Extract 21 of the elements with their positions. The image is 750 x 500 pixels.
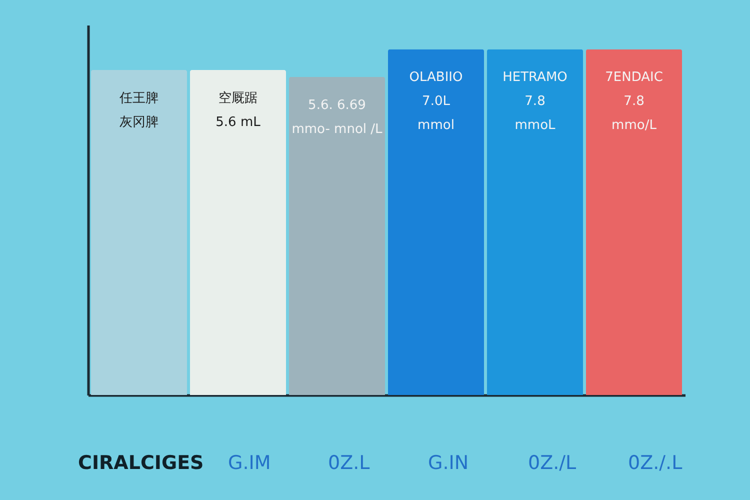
annotation: mmo/L bbox=[612, 118, 658, 134]
text: G.IN bbox=[428, 452, 469, 474]
text: 0Z./L bbox=[528, 452, 577, 474]
annotation: 空厩踞 bbox=[218, 90, 258, 106]
annotation: 7.8 bbox=[524, 94, 546, 110]
annotation: OLABIIO bbox=[409, 70, 463, 86]
text: 0Z.L bbox=[328, 452, 370, 474]
annotation: mmol bbox=[418, 118, 454, 134]
annotation: 7.8 bbox=[624, 94, 644, 110]
annotation: 5.6. 6.69 bbox=[308, 98, 366, 113]
annotation: 灰冈脾 bbox=[119, 114, 158, 130]
annotation: 任王脾 bbox=[118, 90, 158, 106]
annotation: HETRAMO bbox=[502, 70, 568, 86]
text: 0Z./.L bbox=[628, 452, 683, 474]
annotation: mmoL bbox=[514, 118, 556, 134]
annotation: 7ENDAIC bbox=[605, 70, 663, 86]
text: G.IM bbox=[228, 452, 271, 474]
annotation: mmo- mnol /L bbox=[292, 122, 384, 137]
text: CIRALCIGES bbox=[78, 452, 204, 474]
annotation: 7.0L bbox=[422, 94, 451, 110]
annotation: 5.6 mL bbox=[216, 114, 262, 130]
